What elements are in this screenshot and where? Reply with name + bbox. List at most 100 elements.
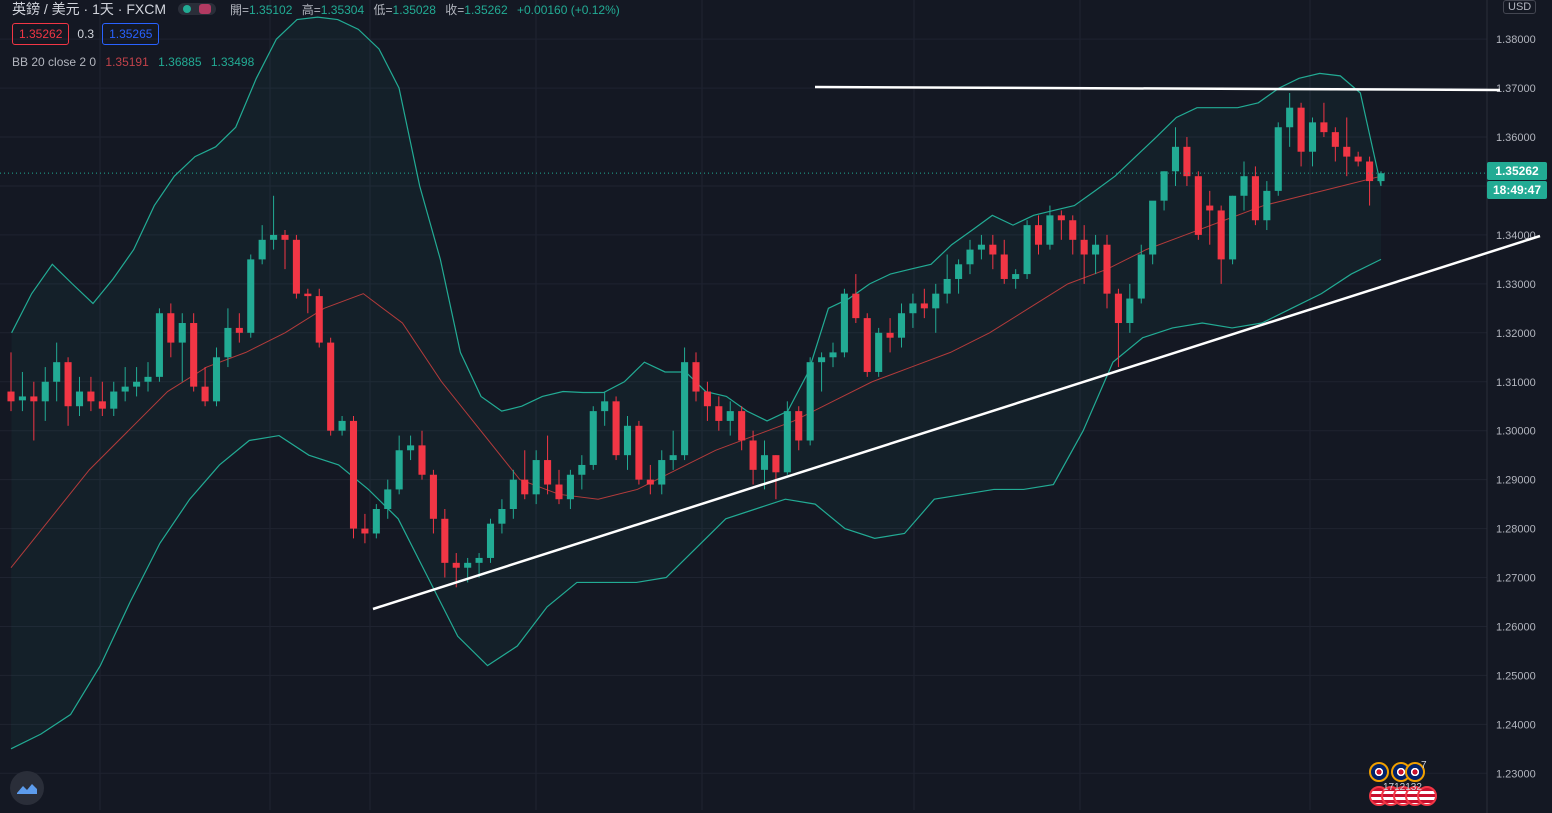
candle-body xyxy=(178,323,186,343)
event-count-bottom: 1712132 xyxy=(1383,782,1422,793)
market-open-icon xyxy=(183,5,191,13)
candle-body xyxy=(795,411,803,441)
quote-bar: 1.35262 0.3 1.35265 xyxy=(12,23,160,45)
us-flag-icon[interactable] xyxy=(1417,786,1437,806)
low-value: 1.35028 xyxy=(392,2,436,17)
candle-body xyxy=(418,445,426,475)
candle-body xyxy=(292,239,300,294)
y-tick-label: 1.29000 xyxy=(1496,475,1536,487)
candle-body xyxy=(521,479,529,495)
candle-body xyxy=(486,523,495,558)
candle-body xyxy=(338,420,346,431)
candle-body xyxy=(532,460,540,495)
low-label: 低= xyxy=(373,2,393,17)
candle-body xyxy=(7,391,15,402)
candle-body xyxy=(201,386,209,402)
close-label: 收= xyxy=(445,2,465,17)
candle-body xyxy=(372,509,380,534)
candle-body xyxy=(361,528,369,534)
candle-body xyxy=(247,259,255,333)
y-tick-label: 1.27000 xyxy=(1496,573,1536,585)
currency-badge[interactable]: USD xyxy=(1503,0,1537,14)
candle-body xyxy=(966,249,974,265)
candle-body xyxy=(760,455,769,470)
y-tick-label: 1.32000 xyxy=(1496,328,1536,340)
buy-price-button[interactable]: 1.35265 xyxy=(102,23,160,45)
y-tick-label: 1.33000 xyxy=(1496,279,1536,291)
candle-body xyxy=(726,411,734,421)
candle-body xyxy=(977,244,985,250)
candle-body xyxy=(315,296,323,343)
candle-body xyxy=(589,411,597,465)
candle-body xyxy=(1103,244,1111,294)
candle-body xyxy=(167,313,175,343)
candle-body xyxy=(703,391,711,407)
candle-body xyxy=(669,455,677,461)
candle-body xyxy=(635,425,643,480)
candle-body xyxy=(818,357,826,363)
y-tick-label: 1.37000 xyxy=(1496,83,1536,95)
candle-body xyxy=(1286,107,1294,128)
candle-body xyxy=(155,313,163,377)
candle-body xyxy=(863,318,871,372)
candle-body xyxy=(623,425,632,456)
candle-body xyxy=(1023,225,1031,275)
candle-body xyxy=(133,381,141,387)
y-tick-label: 1.31000 xyxy=(1496,377,1536,389)
y-tick-label: 1.34000 xyxy=(1496,230,1536,242)
candle-body xyxy=(1012,274,1020,279)
candle-body xyxy=(566,474,574,500)
candle-body xyxy=(235,327,243,333)
candle-body xyxy=(1194,176,1202,235)
sell-price-button[interactable]: 1.35262 xyxy=(12,23,70,45)
candle-body xyxy=(646,479,654,485)
candle-body xyxy=(612,401,620,456)
candle-body xyxy=(1171,146,1180,172)
candle-body xyxy=(1251,176,1259,221)
indicator-lower: 1.33498 xyxy=(210,55,255,69)
candle-body xyxy=(555,484,563,500)
candle-body xyxy=(920,303,928,309)
candle-body xyxy=(738,411,746,441)
candle-body xyxy=(544,460,552,485)
tradingview-logo-icon[interactable] xyxy=(10,771,44,805)
candle-body xyxy=(1034,225,1043,245)
candle-body xyxy=(840,293,848,353)
market-status-indicator[interactable] xyxy=(178,3,216,15)
candle-body xyxy=(783,411,791,473)
candle-body xyxy=(464,562,472,568)
gb-flag-icon[interactable] xyxy=(1405,762,1425,782)
candle-body xyxy=(829,352,837,358)
candle-body xyxy=(1206,205,1214,211)
candle-body xyxy=(110,391,118,409)
candle-body xyxy=(1263,190,1271,221)
symbol-title[interactable]: 英鎊 / 美元 · 1天 · FXCM xyxy=(12,1,166,17)
close-value: 1.35262 xyxy=(464,2,508,17)
high-label: 高= xyxy=(301,2,321,17)
candle-body xyxy=(1080,239,1088,255)
gb-flag-icon[interactable] xyxy=(1369,762,1389,782)
candle-body xyxy=(1320,122,1328,133)
support-trendline xyxy=(372,234,1541,611)
candle-body xyxy=(1149,200,1157,255)
indicator-legend[interactable]: BB 20 close 2 0 1.35191 1.36885 1.33498 xyxy=(12,55,254,69)
ohlc-readout: 開=1.35102 高=1.35304 低=1.35028 收=1.35262 … xyxy=(230,1,620,18)
candle-body xyxy=(395,450,403,490)
candle-body xyxy=(1240,176,1248,196)
y-tick-label: 1.38000 xyxy=(1496,34,1536,46)
economic-events[interactable]: 7 1712132 xyxy=(1367,760,1447,810)
candle-body xyxy=(1274,127,1282,191)
candle-body xyxy=(53,362,61,382)
candle-body xyxy=(749,440,757,470)
candle-body xyxy=(30,396,38,402)
candle-body xyxy=(441,518,449,563)
candle-body xyxy=(875,332,883,372)
resistance-trendline xyxy=(814,85,1501,92)
candle-body xyxy=(429,474,437,519)
candle-body xyxy=(144,376,152,382)
indicator-upper: 1.36885 xyxy=(158,55,202,69)
candle-body xyxy=(327,342,335,431)
y-tick-label: 1.25000 xyxy=(1496,670,1536,682)
candle-body xyxy=(1046,215,1054,245)
